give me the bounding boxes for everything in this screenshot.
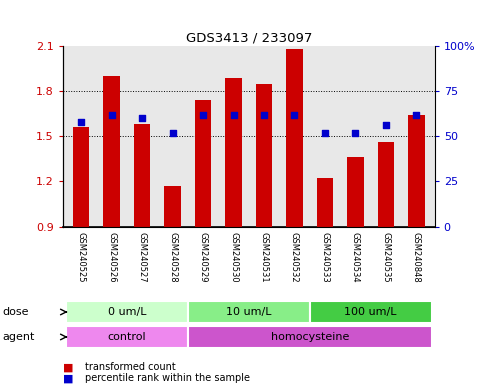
Bar <box>225 78 242 227</box>
Bar <box>73 127 89 227</box>
Bar <box>66 326 188 348</box>
Bar <box>408 115 425 227</box>
Text: transformed count: transformed count <box>85 362 175 372</box>
Point <box>382 122 390 129</box>
Text: dose: dose <box>2 307 29 317</box>
Text: GSM240526: GSM240526 <box>107 232 116 283</box>
Bar <box>164 186 181 227</box>
Text: agent: agent <box>2 332 35 342</box>
Bar <box>188 301 310 323</box>
Point <box>291 112 298 118</box>
Text: 0 um/L: 0 um/L <box>108 307 146 317</box>
Text: GSM240533: GSM240533 <box>320 232 329 283</box>
Text: ■: ■ <box>63 373 73 383</box>
Title: GDS3413 / 233097: GDS3413 / 233097 <box>185 32 312 45</box>
Text: GSM240529: GSM240529 <box>199 232 208 283</box>
Bar <box>378 142 394 227</box>
Text: percentile rank within the sample: percentile rank within the sample <box>85 373 250 383</box>
Bar <box>103 76 120 227</box>
Point <box>260 112 268 118</box>
Text: 100 um/L: 100 um/L <box>344 307 397 317</box>
Point <box>199 112 207 118</box>
Bar <box>286 49 303 227</box>
Bar <box>316 179 333 227</box>
Text: homocysteine: homocysteine <box>270 332 349 342</box>
Bar <box>134 124 150 227</box>
Bar <box>195 100 212 227</box>
Text: GSM240535: GSM240535 <box>382 232 390 283</box>
Text: control: control <box>108 332 146 342</box>
Point <box>229 112 237 118</box>
Point <box>108 112 115 118</box>
Bar <box>256 84 272 227</box>
Text: GSM240531: GSM240531 <box>259 232 269 283</box>
Text: GSM240534: GSM240534 <box>351 232 360 283</box>
Bar <box>66 301 188 323</box>
Text: 10 um/L: 10 um/L <box>226 307 271 317</box>
Text: GSM240530: GSM240530 <box>229 232 238 283</box>
Bar <box>188 326 432 348</box>
Text: ■: ■ <box>63 362 73 372</box>
Point <box>77 119 85 125</box>
Text: GSM240532: GSM240532 <box>290 232 299 283</box>
Point <box>138 115 146 121</box>
Text: GSM240528: GSM240528 <box>168 232 177 283</box>
Point <box>169 130 176 136</box>
Text: GSM240527: GSM240527 <box>138 232 146 283</box>
Point <box>352 130 359 136</box>
Point <box>412 112 420 118</box>
Text: GSM240848: GSM240848 <box>412 232 421 283</box>
Point <box>321 130 329 136</box>
Bar <box>347 157 364 227</box>
Bar <box>310 301 432 323</box>
Text: GSM240525: GSM240525 <box>77 232 85 283</box>
